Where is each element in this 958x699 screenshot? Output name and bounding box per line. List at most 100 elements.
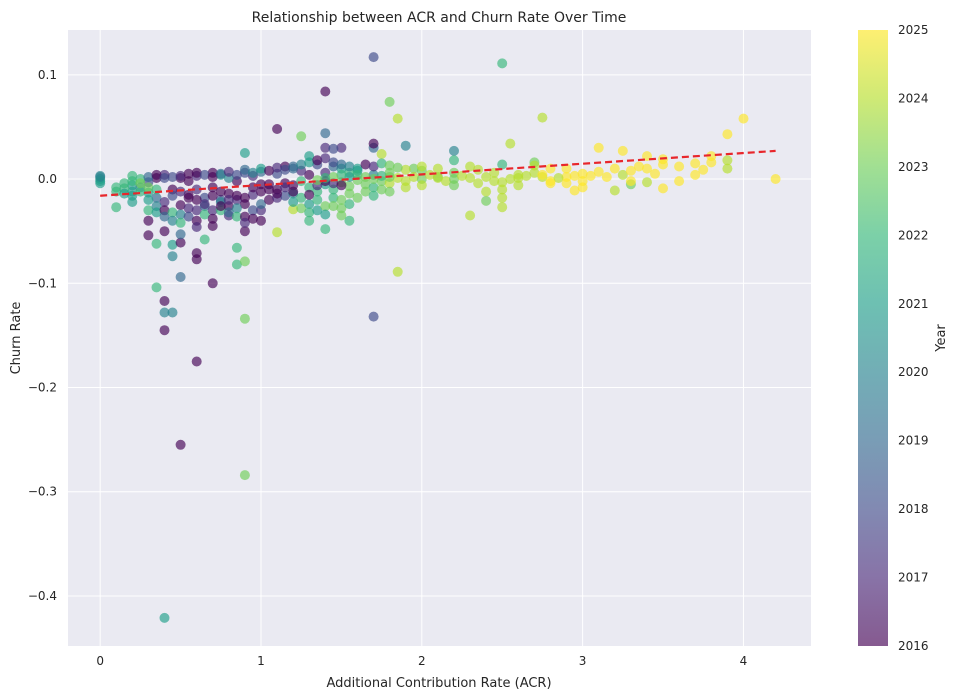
- data-point: [658, 159, 668, 170]
- data-point: [344, 199, 355, 210]
- data-point: [256, 186, 266, 197]
- data-point: [633, 161, 644, 172]
- data-point: [368, 52, 379, 63]
- data-point: [505, 174, 516, 184]
- data-point: [320, 209, 331, 220]
- data-point: [738, 113, 749, 124]
- data-point: [617, 169, 628, 180]
- data-point: [400, 182, 411, 193]
- data-point: [320, 224, 331, 235]
- data-point: [143, 172, 154, 182]
- data-point: [561, 178, 572, 189]
- colorbar-label: Year: [934, 324, 949, 353]
- data-point: [320, 201, 331, 212]
- data-point: [384, 186, 395, 197]
- data-point: [223, 207, 234, 218]
- data-point: [247, 213, 258, 224]
- data-point: [320, 86, 331, 97]
- data-point: [207, 278, 218, 289]
- colorbar-tick-label: 2018: [898, 502, 929, 516]
- data-point: [312, 205, 323, 216]
- data-point: [199, 209, 210, 220]
- y-tick-label: 0.1: [38, 68, 57, 82]
- data-point: [384, 160, 395, 171]
- trendline-path: [100, 149, 776, 197]
- data-point: [159, 197, 170, 207]
- data-point: [167, 215, 178, 226]
- data-point: [239, 148, 250, 158]
- data-point: [191, 248, 202, 259]
- data-point: [272, 227, 283, 238]
- data-point: [344, 188, 355, 199]
- data-point: [175, 237, 186, 248]
- x-tick-labels: 0 1 2 3 4: [96, 654, 747, 668]
- data-point: [400, 164, 411, 175]
- data-point: [440, 176, 451, 187]
- data-point: [239, 226, 250, 237]
- data-point: [609, 185, 620, 196]
- data-point: [175, 170, 186, 181]
- x-tick-label: 0: [96, 654, 104, 668]
- data-point: [239, 164, 250, 175]
- y-tick-label: −0.4: [28, 589, 57, 603]
- data-point: [722, 155, 733, 166]
- colorbar-tick-label: 2024: [898, 91, 929, 105]
- data-point: [312, 194, 323, 205]
- data-point: [497, 192, 508, 203]
- data-point: [272, 188, 283, 199]
- data-point: [296, 131, 307, 142]
- data-point: [288, 161, 299, 172]
- data-point: [416, 161, 427, 172]
- data-point: [231, 242, 242, 253]
- chart-title: Relationship between ACR and Churn Rate …: [252, 10, 627, 26]
- data-point: [215, 186, 226, 197]
- data-point: [151, 238, 162, 249]
- data-point: [175, 209, 186, 220]
- data-point: [770, 174, 781, 184]
- data-point: [199, 169, 210, 180]
- data-point: [320, 142, 331, 153]
- y-tick-label: −0.2: [28, 381, 57, 395]
- data-point: [336, 159, 347, 170]
- data-point: [585, 170, 596, 181]
- data-point: [529, 160, 540, 171]
- data-point: [183, 176, 194, 187]
- colorbar-tick-label: 2020: [898, 365, 929, 379]
- data-point: [674, 161, 685, 172]
- colorbar-tick-labels: 2016 2017 2018 2019 2020 2021 2022 2023 2024 2025: [898, 23, 929, 653]
- data-point: [553, 173, 564, 183]
- data-point: [247, 189, 258, 200]
- data-point: [231, 203, 242, 214]
- data-point: [175, 200, 186, 211]
- data-point: [392, 266, 403, 277]
- data-point: [239, 313, 250, 324]
- data-point: [247, 205, 258, 216]
- data-point: [231, 259, 242, 270]
- data-point: [159, 307, 170, 318]
- data-point: [288, 197, 299, 207]
- data-point: [135, 178, 146, 189]
- data-point: [497, 184, 508, 195]
- colorbar-tick-label: 2022: [898, 228, 929, 242]
- data-point: [642, 163, 652, 174]
- data-point: [239, 470, 250, 481]
- colorbar-tick-label: 2023: [898, 160, 929, 174]
- data-point: [231, 211, 242, 222]
- data-point: [280, 182, 291, 193]
- data-point: [167, 307, 178, 318]
- data-point: [698, 164, 709, 175]
- data-point: [256, 163, 266, 174]
- data-point: [175, 229, 186, 240]
- data-point: [215, 201, 226, 212]
- data-point: [304, 207, 315, 218]
- y-tick-label: −0.1: [28, 276, 57, 290]
- data-point: [167, 207, 178, 218]
- data-point: [457, 170, 467, 181]
- data-point: [344, 181, 355, 192]
- data-point: [360, 179, 371, 190]
- colorbar-tick-label: 2019: [898, 434, 929, 448]
- data-point: [489, 176, 500, 187]
- data-point: [119, 178, 130, 189]
- data-point: [392, 162, 403, 173]
